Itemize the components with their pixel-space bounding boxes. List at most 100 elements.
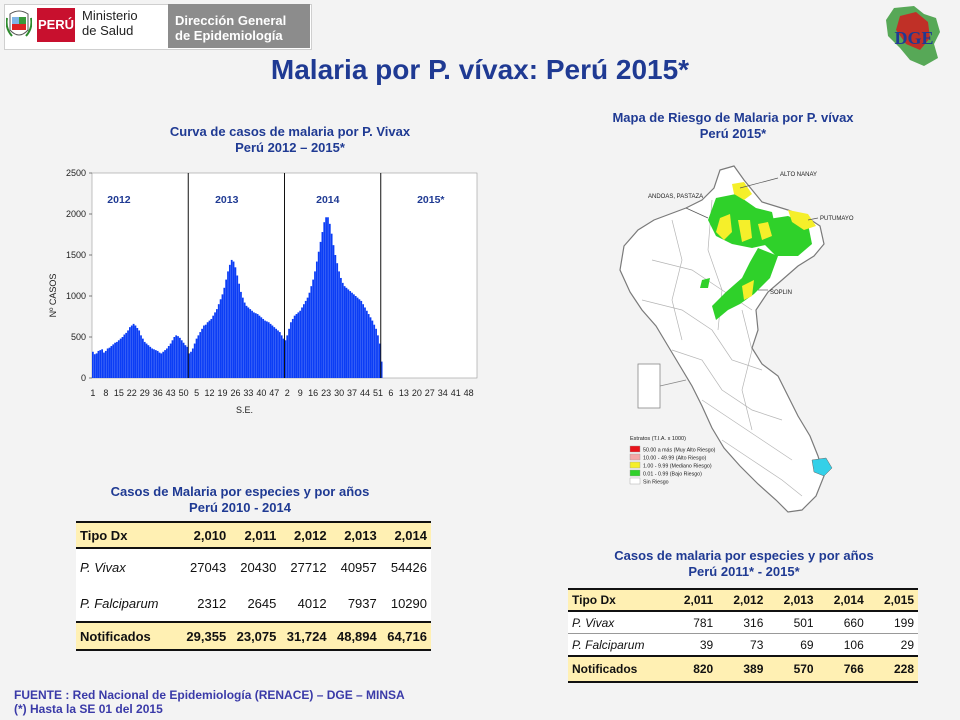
x-tick-label: 41 bbox=[451, 388, 461, 398]
bar-2012-19 bbox=[125, 332, 128, 378]
legend-label: Sin Riesgo bbox=[643, 479, 669, 485]
table-header-row: Tipo Dx 2,010 2,011 2,012 2,013 2,014 bbox=[76, 521, 431, 549]
bar-2013-33 bbox=[247, 307, 250, 378]
bar-2013-52 bbox=[282, 338, 285, 378]
bar-2014-49 bbox=[373, 324, 376, 378]
bar-2015*-1 bbox=[380, 361, 383, 378]
x-tick-label: 2 bbox=[285, 388, 290, 398]
bar-2012-33 bbox=[151, 348, 153, 378]
map-label-alto-nanay: ALTO NANAY bbox=[780, 172, 817, 178]
bar-2013-11 bbox=[206, 322, 209, 378]
table-header-cell: 2,013 bbox=[330, 521, 381, 549]
x-tick-label: 51 bbox=[373, 388, 383, 398]
bar-2012-9 bbox=[106, 348, 109, 378]
bar-2014-39 bbox=[354, 296, 357, 378]
dge-logo-text: DGE bbox=[894, 28, 933, 48]
bar-2012-3 bbox=[95, 353, 98, 378]
cases-table-2010-2014: Tipo Dx 2,010 2,011 2,012 2,013 2,014 P.… bbox=[76, 521, 431, 651]
bar-2012-44 bbox=[171, 340, 174, 378]
table-cell: P. Falciparum bbox=[568, 633, 668, 657]
bar-2014-2 bbox=[286, 335, 289, 378]
bar-2014-18 bbox=[315, 261, 318, 378]
bar-2012-49 bbox=[180, 340, 183, 378]
bar-2012-50 bbox=[182, 342, 185, 378]
table-cell: 27712 bbox=[290, 559, 327, 575]
risk-map: ALTO NANAY ANDOAS, PASTAZA PUTUMAYO SOPL… bbox=[619, 165, 854, 513]
coat-of-arms-icon bbox=[6, 10, 32, 37]
bar-2014-30 bbox=[338, 271, 340, 378]
bar-2013-48 bbox=[275, 328, 278, 378]
y-tick-label: 500 bbox=[71, 332, 86, 342]
bar-2012-2 bbox=[93, 354, 96, 378]
bar-2012-27 bbox=[140, 335, 142, 378]
bar-2014-7 bbox=[295, 314, 298, 378]
bar-2014-48 bbox=[371, 320, 374, 378]
source-line2: (*) Hasta la SE 01 del 2015 bbox=[14, 702, 163, 716]
chart-title: Curva de casos de malaria por P. Vivax P… bbox=[60, 124, 520, 156]
bar-2013-12 bbox=[208, 320, 211, 378]
bar-2014-45 bbox=[365, 310, 368, 378]
map-title: Mapa de Riesgo de Malaria por P. vívax P… bbox=[568, 110, 898, 142]
bar-2014-41 bbox=[358, 299, 361, 378]
legend-swatch bbox=[629, 469, 641, 477]
table-cell: 2645 bbox=[247, 595, 277, 611]
bar-2012-46 bbox=[175, 335, 178, 378]
bar-2012-20 bbox=[127, 330, 129, 378]
table-cell: 820 bbox=[668, 655, 718, 683]
table-cell: 31,724 bbox=[280, 621, 331, 651]
bar-2012-48 bbox=[178, 337, 181, 378]
bar-2014-52 bbox=[378, 343, 381, 378]
ministry-line1: Ministerio bbox=[82, 8, 138, 23]
table2-title: Casos de malaria por especies y por años… bbox=[568, 548, 920, 580]
bar-2013-5 bbox=[195, 338, 198, 378]
bar-2013-35 bbox=[251, 310, 253, 378]
table-header-cell: 2,014 bbox=[817, 588, 868, 612]
x-tick-label: 19 bbox=[217, 388, 227, 398]
table-cell: 781 bbox=[668, 611, 718, 634]
bar-2013-50 bbox=[278, 332, 281, 378]
bar-2013-26 bbox=[234, 267, 237, 378]
bar-2014-31 bbox=[340, 277, 342, 378]
bar-2014-33 bbox=[343, 286, 346, 378]
cases-table-2011-2015: Tipo Dx 2,011 2,012 2,013 2,014 2,015 P.… bbox=[568, 588, 918, 683]
table-cell: 389 bbox=[717, 655, 768, 683]
table-cell: 64,716 bbox=[380, 621, 431, 651]
bar-2012-13 bbox=[114, 342, 116, 378]
x-tick-label: 16 bbox=[308, 388, 318, 398]
table-cell: Notificados bbox=[76, 621, 180, 651]
bar-2014-6 bbox=[293, 315, 296, 378]
y-tick-label: 1000 bbox=[66, 291, 86, 301]
bar-2013-37 bbox=[254, 313, 257, 378]
bar-2012-12 bbox=[112, 344, 115, 378]
x-tick-label: 27 bbox=[425, 388, 435, 398]
bar-2013-36 bbox=[253, 312, 255, 378]
period-label-3: 2014 bbox=[316, 194, 340, 206]
x-tick-label: 44 bbox=[360, 388, 370, 398]
table-header-cell: Tipo Dx bbox=[568, 588, 668, 612]
bar-2012-32 bbox=[149, 346, 152, 378]
table-cell: 660 bbox=[817, 611, 868, 634]
x-tick-label: 40 bbox=[256, 388, 266, 398]
bar-2013-19 bbox=[221, 294, 224, 378]
x-tick-label: 22 bbox=[127, 388, 137, 398]
table2-title-line2: Perú 2011* - 2015* bbox=[688, 564, 800, 579]
titicaca-lake bbox=[811, 457, 833, 477]
page-title: Malaria por P. vívax: Perú 2015* bbox=[270, 54, 690, 85]
table-cell: 40957 bbox=[340, 559, 377, 575]
bar-2012-1 bbox=[92, 351, 94, 378]
table-cell: P. Vivax bbox=[80, 559, 126, 575]
table-header-cell: 2,011 bbox=[668, 588, 718, 612]
bar-2013-30 bbox=[241, 297, 244, 378]
bar-2012-4 bbox=[97, 350, 100, 378]
bar-2014-23 bbox=[325, 217, 327, 378]
x-tick-label: 36 bbox=[153, 388, 163, 398]
table1-title-line1: Casos de Malaria por especies y por años bbox=[110, 484, 370, 499]
bar-2014-11 bbox=[303, 304, 305, 378]
bar-2013-13 bbox=[210, 318, 213, 378]
bar-2013-27 bbox=[236, 275, 239, 378]
bar-2012-11 bbox=[110, 346, 113, 378]
bar-2013-21 bbox=[225, 279, 228, 378]
table-row: P. Falciparum 39 73 69 106 29 bbox=[568, 633, 918, 657]
table-cell: 228 bbox=[867, 655, 918, 683]
bar-2012-25 bbox=[136, 327, 139, 378]
